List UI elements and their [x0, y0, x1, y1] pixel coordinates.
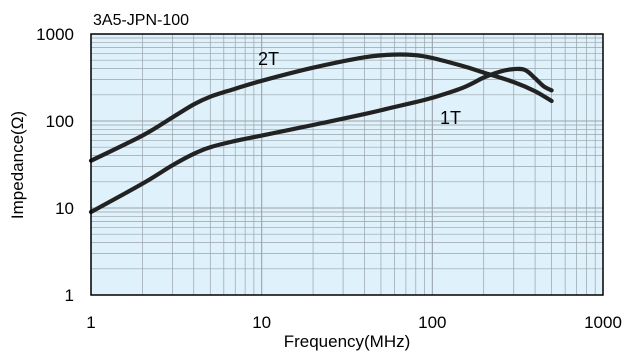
chart-title: 3A5-JPN-100 [93, 12, 189, 29]
x-axis-title: Frequency(MHz) [284, 332, 411, 351]
y-tick-label: 1 [65, 286, 74, 305]
x-tick-label: 1 [86, 313, 95, 332]
y-tick-label: 10 [55, 199, 74, 218]
x-tick-label: 10 [252, 313, 271, 332]
series-label-2t: 2T [258, 49, 279, 69]
x-tick-label: 1000 [584, 313, 622, 332]
x-tick-label: 100 [418, 313, 446, 332]
y-tick-label: 1000 [36, 25, 74, 44]
plot-background [91, 34, 603, 295]
series-label-1t: 1T [440, 108, 461, 128]
y-tick-label: 100 [46, 112, 74, 131]
y-axis-title: Impedance(Ω) [8, 111, 27, 219]
